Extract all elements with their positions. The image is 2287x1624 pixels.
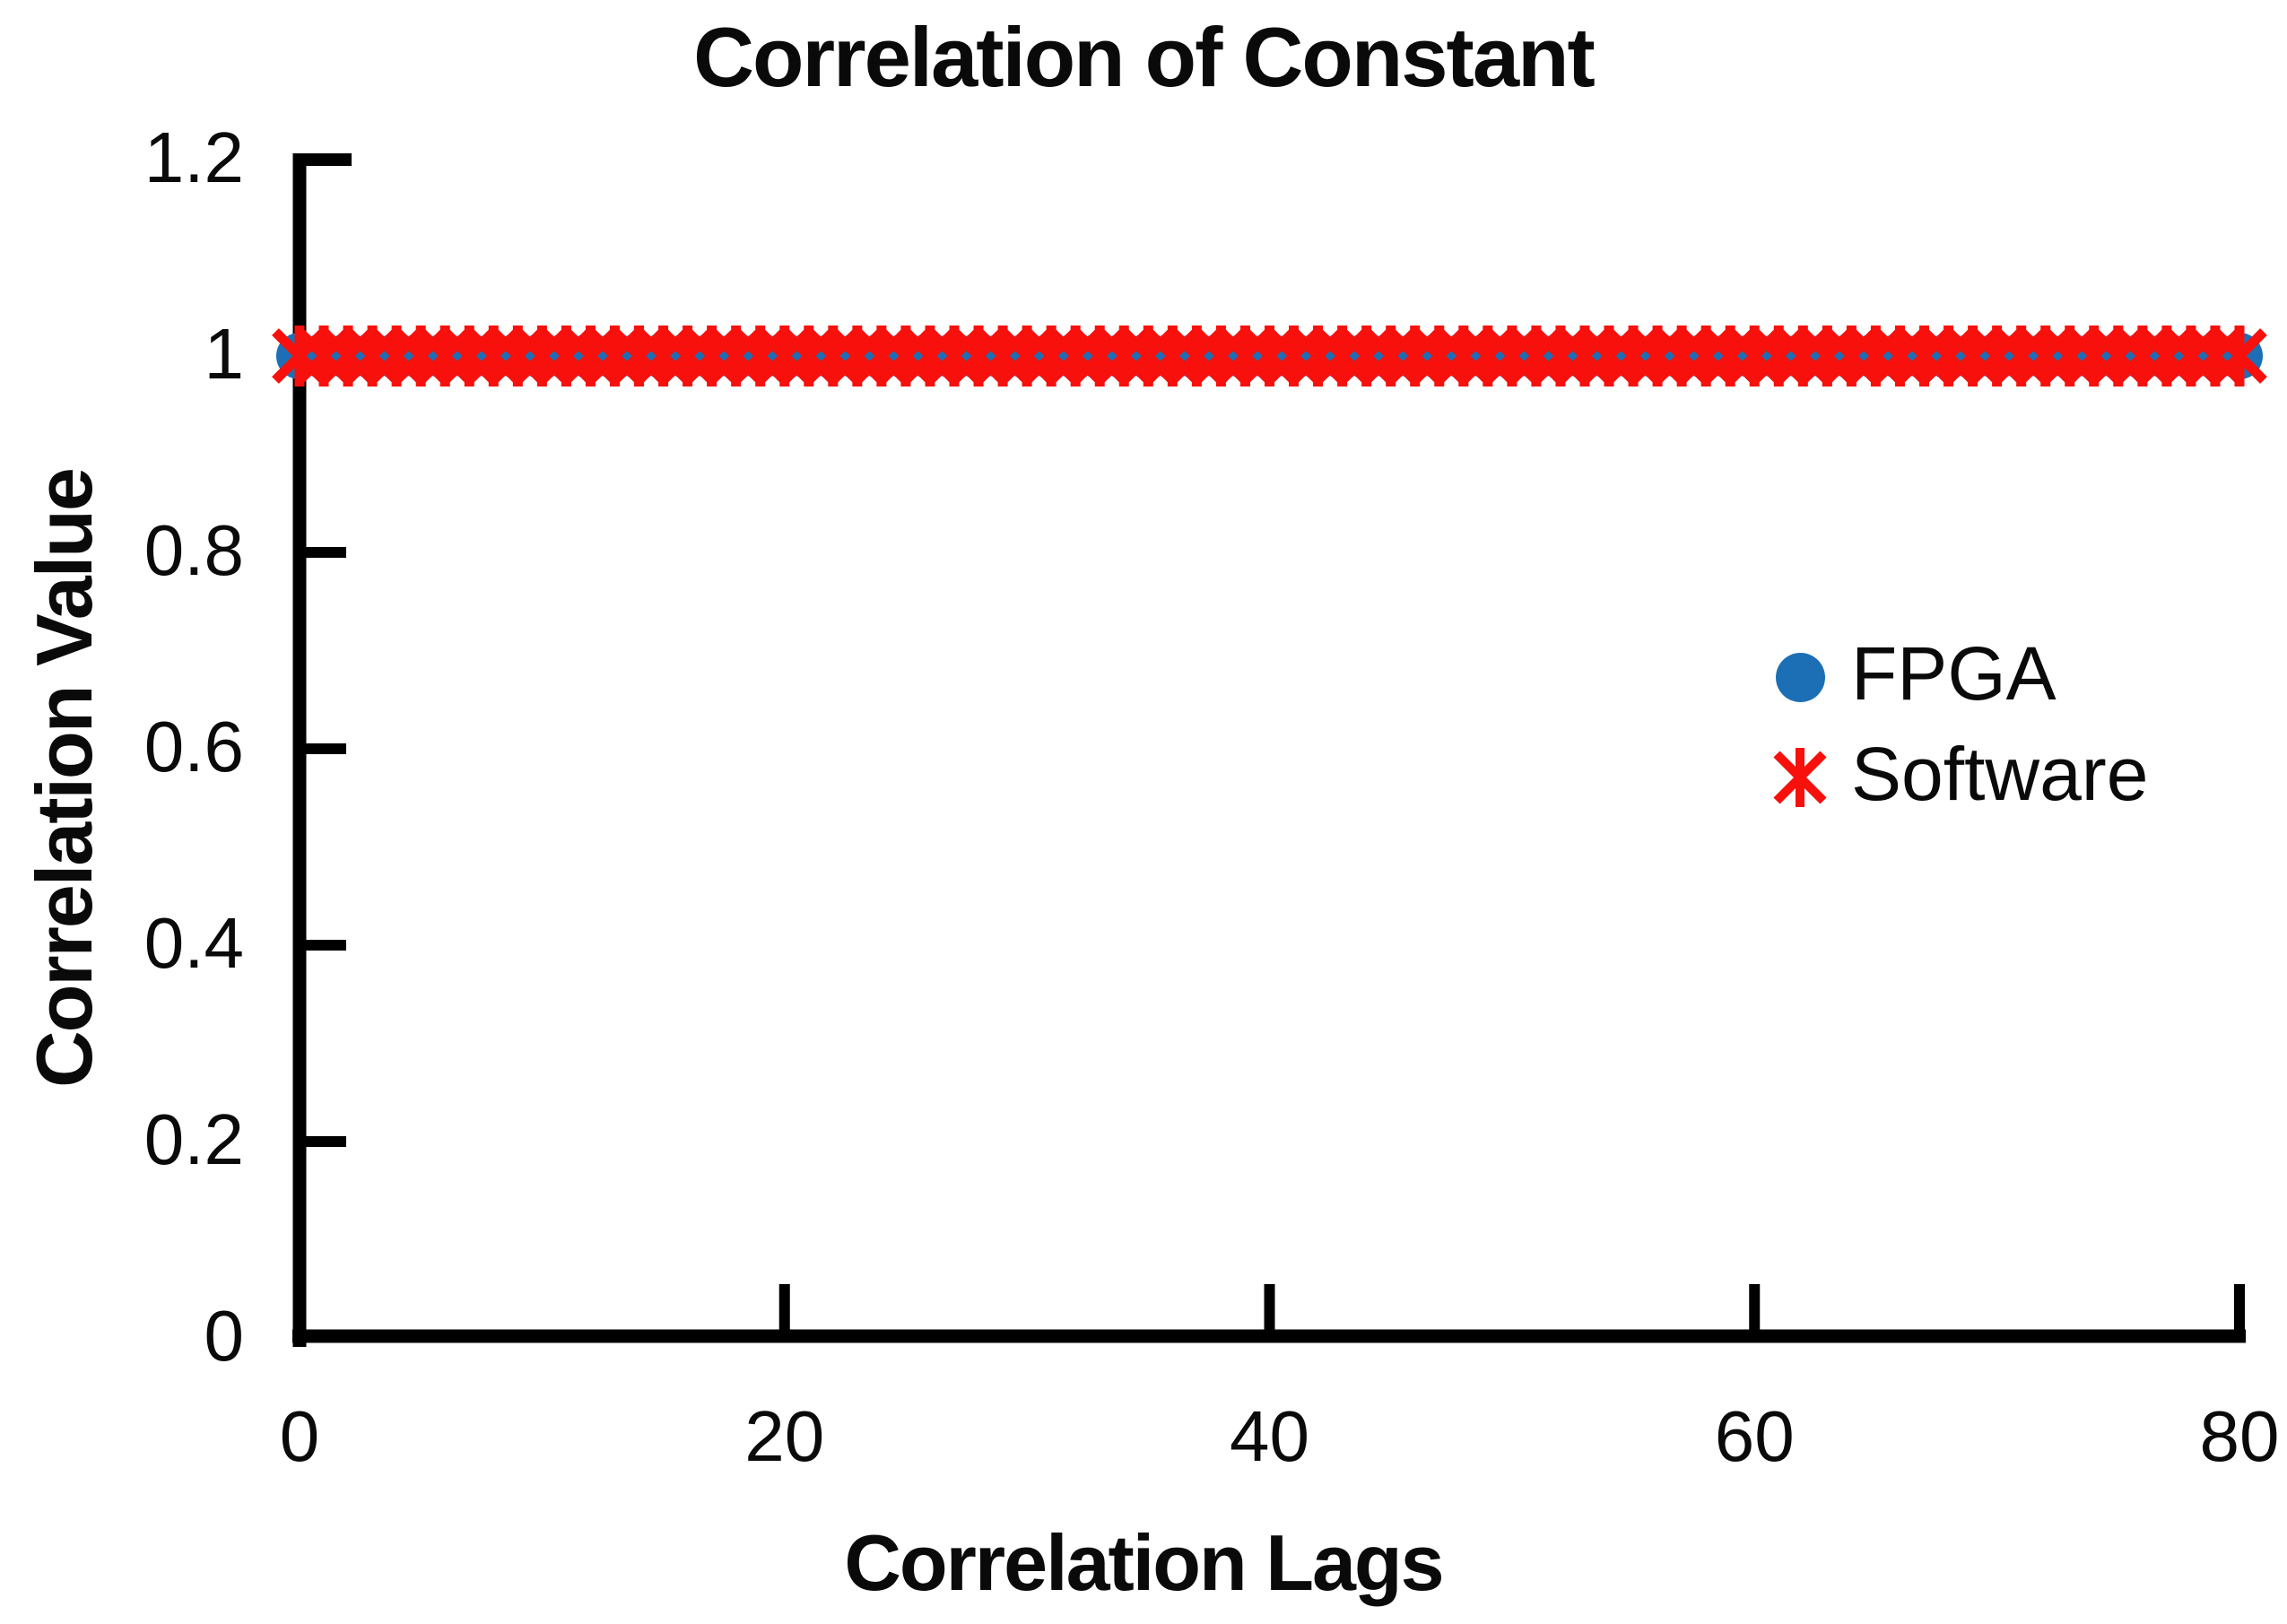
- legend: FPGA Software: [1769, 633, 2149, 821]
- legend-label-software: Software: [1851, 732, 2149, 816]
- y-tick-label: 0.8: [143, 510, 244, 591]
- legend-item-software: Software: [1769, 734, 2149, 821]
- y-tick-label: 0.2: [143, 1099, 244, 1180]
- data-markers: [272, 326, 2267, 386]
- y-tick-label: 1: [204, 314, 245, 395]
- software-asterisk-icon: [1769, 746, 1831, 809]
- x-tick-label: 40: [1230, 1396, 1309, 1476]
- y-tick-label: 0.4: [143, 903, 244, 984]
- fpga-circle-icon: [1769, 646, 1831, 708]
- x-tick-label: 80: [2199, 1396, 2280, 1476]
- y-tick-label: 1.2: [143, 117, 244, 198]
- x-tick-label: 60: [1714, 1396, 1795, 1476]
- x-tick-label: 20: [744, 1396, 825, 1476]
- x-tick-label: 0: [279, 1396, 320, 1476]
- axis-ticks: [300, 153, 2245, 1331]
- chart-title: Correlation of Constant: [693, 10, 1596, 104]
- series-software-markers: [272, 326, 2267, 386]
- legend-label-fpga: FPGA: [1851, 631, 2057, 716]
- x-axis-title: Correlation Lags: [844, 1518, 1444, 1607]
- y-tick-label: 0.6: [143, 707, 244, 787]
- y-tick-label: 0: [204, 1296, 245, 1376]
- legend-item-fpga: FPGA: [1769, 633, 2149, 721]
